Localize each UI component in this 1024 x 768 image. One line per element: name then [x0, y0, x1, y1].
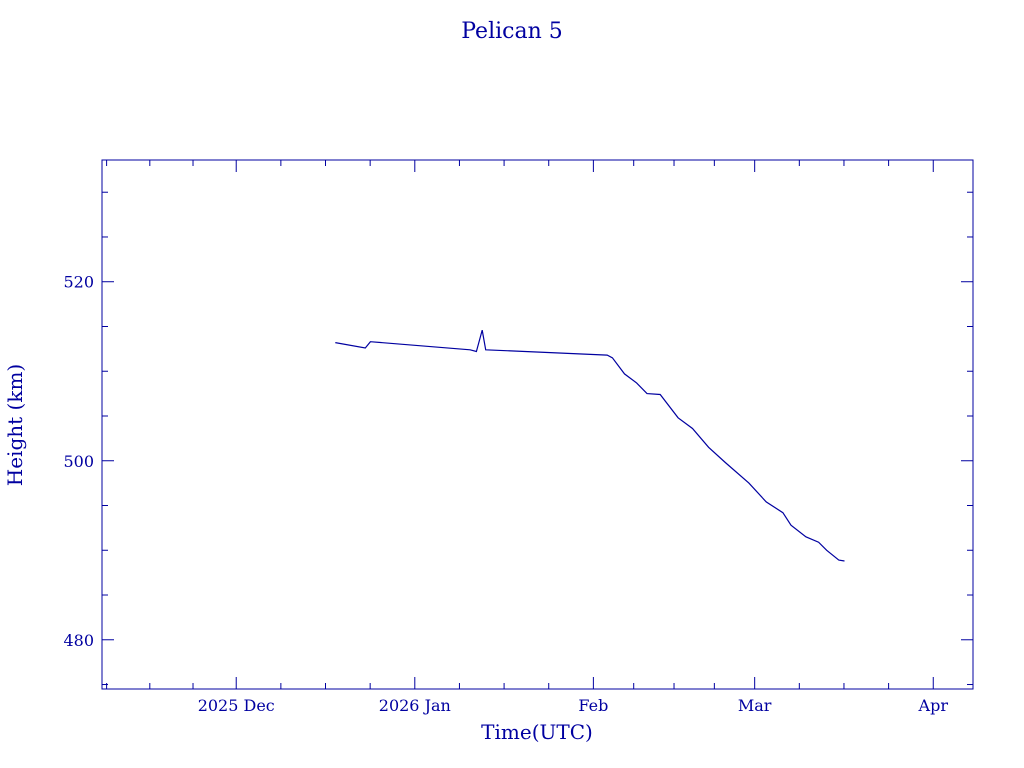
- y-tick-label: 500: [63, 452, 94, 471]
- y-axis-label: Height (km): [3, 364, 27, 486]
- x-axis-label: Time(UTC): [481, 720, 593, 744]
- y-tick-label: 480: [63, 631, 94, 650]
- x-tick-label: Feb: [578, 696, 608, 715]
- x-tick-label: Mar: [738, 696, 772, 715]
- x-tick-label: Apr: [918, 696, 949, 715]
- chart-title: Pelican 5: [461, 19, 563, 44]
- x-tick-label: 2025 Dec: [198, 696, 275, 715]
- y-tick-label: 520: [63, 273, 94, 292]
- x-tick-label: 2026 Jan: [379, 696, 451, 715]
- plot-frame: [101, 159, 974, 690]
- series-line: [335, 329, 845, 562]
